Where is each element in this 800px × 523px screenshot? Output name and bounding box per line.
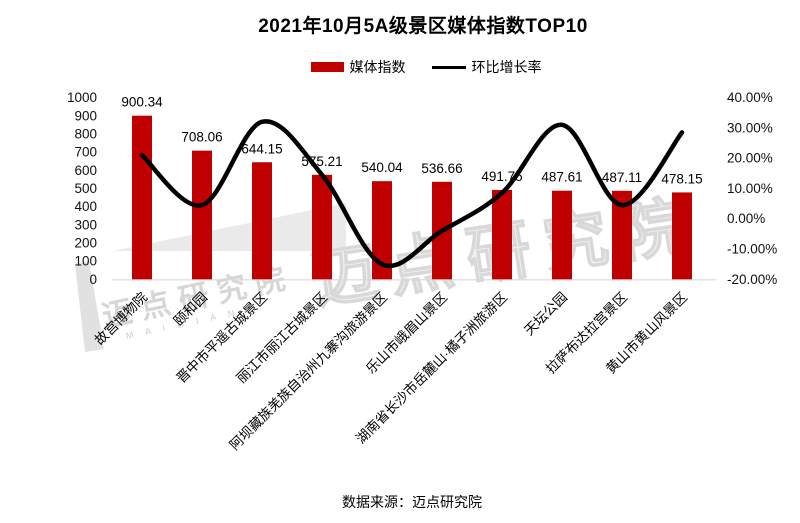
watermark-wedge-shape xyxy=(113,203,346,251)
category-label: 颐和园 xyxy=(171,290,210,329)
left-axis-tick-label: 500 xyxy=(74,181,97,196)
legend-item-media-index: 媒体指数 xyxy=(310,57,406,77)
bar-media-index xyxy=(552,190,572,280)
left-axis-tick-label: 1000 xyxy=(67,90,97,105)
right-axis-tick-label: 30.00% xyxy=(727,120,773,135)
right-axis-tick-label: -10.00% xyxy=(727,242,777,257)
bar-media-index xyxy=(672,192,692,280)
bar-value-label: 536.66 xyxy=(421,161,462,176)
legend: 媒体指数 环比增长率 xyxy=(0,57,800,77)
bar-value-label: 644.15 xyxy=(241,141,282,156)
watermark-logo-shape xyxy=(75,261,104,352)
bar-value-label: 487.11 xyxy=(602,170,642,185)
right-axis-tick-label: 20.00% xyxy=(727,151,773,166)
left-axis-tick-label: 0 xyxy=(89,272,97,287)
legend-item-growth-rate: 环比增长率 xyxy=(431,57,542,77)
legend-line-label: 环比增长率 xyxy=(471,59,542,75)
left-axis-tick-label: 900 xyxy=(74,108,97,123)
right-axis-tick-label: 0.00% xyxy=(727,211,765,226)
bar-value-label: 487.61 xyxy=(541,170,582,185)
left-axis-tick-label: 800 xyxy=(74,126,97,141)
growth-rate-line xyxy=(139,119,685,269)
bar-media-index xyxy=(132,115,152,280)
category-label: 故宫博物院 xyxy=(91,288,150,347)
bar-media-index xyxy=(372,181,392,280)
bar-media-index xyxy=(252,162,272,280)
left-axis-tick-label: 700 xyxy=(74,145,97,160)
bar-media-index xyxy=(312,174,332,280)
right-axis-tick-label: 40.00% xyxy=(727,90,773,105)
category-label: 天坛公园 xyxy=(521,290,570,339)
bar-media-index xyxy=(492,189,512,280)
legend-bar-label: 媒体指数 xyxy=(349,59,406,75)
legend-line-swatch xyxy=(431,65,466,69)
bar-value-label: 900.34 xyxy=(121,95,163,110)
left-axis-tick-label: 400 xyxy=(74,199,97,214)
right-axis-tick-label: 10.00% xyxy=(727,181,773,196)
left-axis-tick-label: 600 xyxy=(74,163,97,178)
legend-bar-swatch xyxy=(310,62,344,72)
left-axis-tick-label: 100 xyxy=(74,254,97,269)
left-axis-tick-label: 300 xyxy=(74,217,97,232)
chart-title: 2021年10月5A级景区媒体指数TOP10 xyxy=(258,16,588,37)
data-source: 数据来源：迈点研究院 xyxy=(342,494,482,510)
bar-value-label: 540.04 xyxy=(361,160,403,175)
left-axis-tick-label: 200 xyxy=(74,235,97,250)
bar-media-index xyxy=(192,150,212,280)
bar-media-index xyxy=(612,190,632,280)
bar-value-label: 478.15 xyxy=(661,171,702,186)
bar-value-label: 708.06 xyxy=(181,130,222,145)
right-axis-tick-label: -20.00% xyxy=(727,272,777,287)
